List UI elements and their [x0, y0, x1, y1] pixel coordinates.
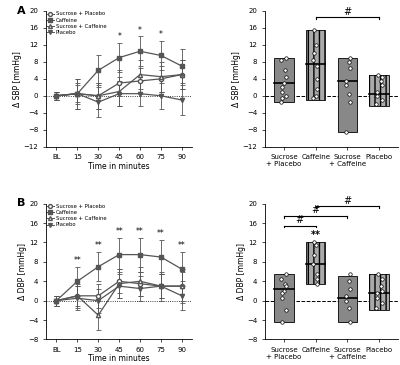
Text: **: ** [157, 229, 165, 238]
Bar [338, 276, 357, 323]
Text: B: B [17, 198, 25, 208]
Bar [306, 30, 326, 100]
Text: *: * [138, 26, 142, 35]
Text: **: ** [94, 241, 102, 250]
Y-axis label: Δ DBP [mmHg]: Δ DBP [mmHg] [18, 243, 26, 300]
Text: #: # [312, 205, 320, 215]
Bar [369, 74, 389, 106]
Text: #: # [343, 7, 351, 17]
Bar [306, 242, 326, 284]
Bar [338, 58, 357, 132]
Bar [369, 274, 389, 310]
Bar [369, 74, 389, 106]
Text: A: A [17, 5, 25, 16]
Legend: Sucrose + Placebo, Caffeine, Sucrose + Caffeine, Placebo: Sucrose + Placebo, Caffeine, Sucrose + C… [46, 11, 106, 35]
Y-axis label: Δ SBP [mmHg]: Δ SBP [mmHg] [13, 51, 22, 107]
Text: **: ** [311, 230, 321, 240]
Bar [369, 274, 389, 310]
X-axis label: Time in minutes: Time in minutes [88, 354, 150, 364]
Bar [306, 30, 326, 100]
Text: #: # [343, 196, 351, 205]
Text: *: * [159, 30, 163, 39]
Text: **: ** [115, 227, 123, 236]
X-axis label: Time in minutes: Time in minutes [88, 162, 150, 171]
Text: *: * [117, 32, 121, 41]
Text: **: ** [74, 256, 81, 265]
Y-axis label: Δ SBP [mmHg]: Δ SBP [mmHg] [232, 51, 241, 107]
Bar [274, 274, 294, 323]
Bar [306, 242, 326, 284]
Legend: Sucrose + Placebo, Caffeine, Sucrose + Caffeine, Placebo: Sucrose + Placebo, Caffeine, Sucrose + C… [46, 204, 106, 227]
Text: #: # [296, 215, 304, 225]
Y-axis label: Δ DBP [mmHg]: Δ DBP [mmHg] [236, 243, 246, 300]
Text: **: ** [178, 241, 186, 250]
Bar [274, 58, 294, 102]
Text: **: ** [136, 227, 144, 236]
